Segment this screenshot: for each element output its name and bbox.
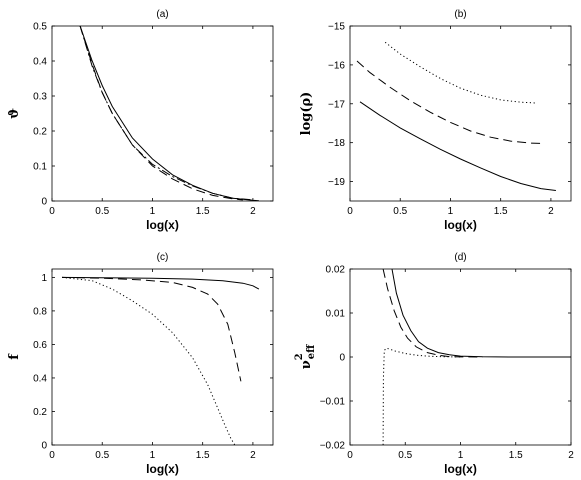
x-tick-label: 0 (49, 450, 55, 461)
series-line-dotted (61, 276, 236, 445)
series-line-dashed (61, 276, 242, 382)
x-tick-label: 1.5 (494, 206, 508, 217)
plot-frame (51, 25, 274, 202)
x-tick-label: 0.5 (95, 206, 109, 217)
panel-title: (a) (156, 9, 168, 20)
y-tick-label: 0 (41, 197, 47, 208)
x-tick-label: 2 (250, 450, 256, 461)
y-axis-label: log(ρ) (299, 92, 314, 136)
y-tick-label: −18 (328, 138, 345, 149)
x-tick-label: 0.5 (393, 206, 407, 217)
x-tick-label: 0.5 (398, 450, 412, 461)
x-axis-label: log(x) (146, 218, 179, 232)
y-tick-label: 0.1 (33, 162, 47, 173)
y-tick-label: 0.5 (33, 22, 47, 33)
x-tick-label: 1.5 (196, 450, 210, 461)
series-line-solid (359, 101, 556, 191)
y-tick-label: −19 (328, 177, 345, 188)
y-tick-label: 0.8 (33, 306, 47, 317)
panel-title: (d) (454, 252, 466, 263)
y-tick-label: 1 (41, 273, 47, 284)
x-tick-label: 1.5 (509, 450, 523, 461)
y-tick-label: −15 (328, 22, 345, 33)
series-line-dashdot (79, 26, 253, 201)
plot-frame (51, 268, 274, 446)
plot-frame (349, 25, 572, 202)
y-tick-label: −16 (328, 60, 345, 71)
x-tick-label: 1.5 (196, 206, 210, 217)
panel-title: (c) (157, 252, 169, 263)
x-tick-label: 0 (347, 206, 353, 217)
x-axis-label: log(x) (146, 462, 179, 476)
y-tick-label: 0 (41, 441, 47, 452)
y-axis-label: ν2eff (294, 344, 317, 369)
x-tick-label: 1 (448, 206, 454, 217)
panel-c: 0 0.5 1 1.5 2 0 0.2 0.4 0.6 0.8 1 (c) log(x) f (7, 252, 274, 476)
series-line-dotted (384, 41, 536, 104)
x-axis-label: log(x) (444, 462, 477, 476)
x-tick-label: 0 (347, 450, 353, 461)
panel-title: (b) (454, 9, 466, 20)
y-tick-label: −0.02 (320, 441, 346, 452)
y-tick-label: 0.6 (33, 340, 47, 351)
series-line-solid (79, 26, 259, 201)
y-axis-label: f (7, 353, 22, 360)
panel-a: 0 0.5 1 1.5 2 0 0.1 0.2 0.3 0.4 0.5 (a) log(x) ϑ (7, 9, 274, 232)
y-tick-label: 0.3 (33, 92, 47, 103)
panel-b: 0 0.5 1 1.5 2 −19 −18 −17 −16 −15 (b) log(x) log(ρ) (299, 9, 572, 232)
y-tick-label: 0 (339, 353, 345, 364)
series-line-dashed (356, 60, 541, 144)
series-line-solid (61, 276, 260, 290)
y-tick-label: −17 (328, 99, 345, 110)
x-tick-label: 1 (150, 206, 156, 217)
y-tick-label: 0.02 (326, 265, 346, 276)
series-line-solid (391, 269, 571, 358)
y-tick-label: −0.01 (320, 397, 346, 408)
x-tick-label: 0.5 (95, 450, 109, 461)
x-tick-label: 2 (250, 206, 256, 217)
series-line-dashed (79, 26, 243, 201)
y-tick-label: 0.4 (33, 57, 47, 68)
x-tick-label: 2 (548, 206, 554, 217)
y-tick-label: 0.01 (326, 309, 346, 320)
x-axis-label: log(x) (444, 218, 477, 232)
series-line-dotted (382, 347, 461, 445)
x-tick-label: 1 (458, 450, 464, 461)
series-line-dashed (382, 269, 483, 358)
y-tick-label: 0.2 (33, 407, 47, 418)
panel-d: 0 0.5 1 1.5 2 −0.02 −0.01 0 0.01 0.02 (d) log(x) ν2e… (294, 252, 574, 476)
y-tick-label: 0.4 (33, 373, 47, 384)
x-tick-label: 0 (49, 206, 55, 217)
x-tick-label: 2 (568, 450, 574, 461)
y-axis-label: ϑ (7, 108, 22, 119)
y-tick-label: 0.2 (33, 127, 47, 138)
x-tick-label: 1 (150, 450, 156, 461)
